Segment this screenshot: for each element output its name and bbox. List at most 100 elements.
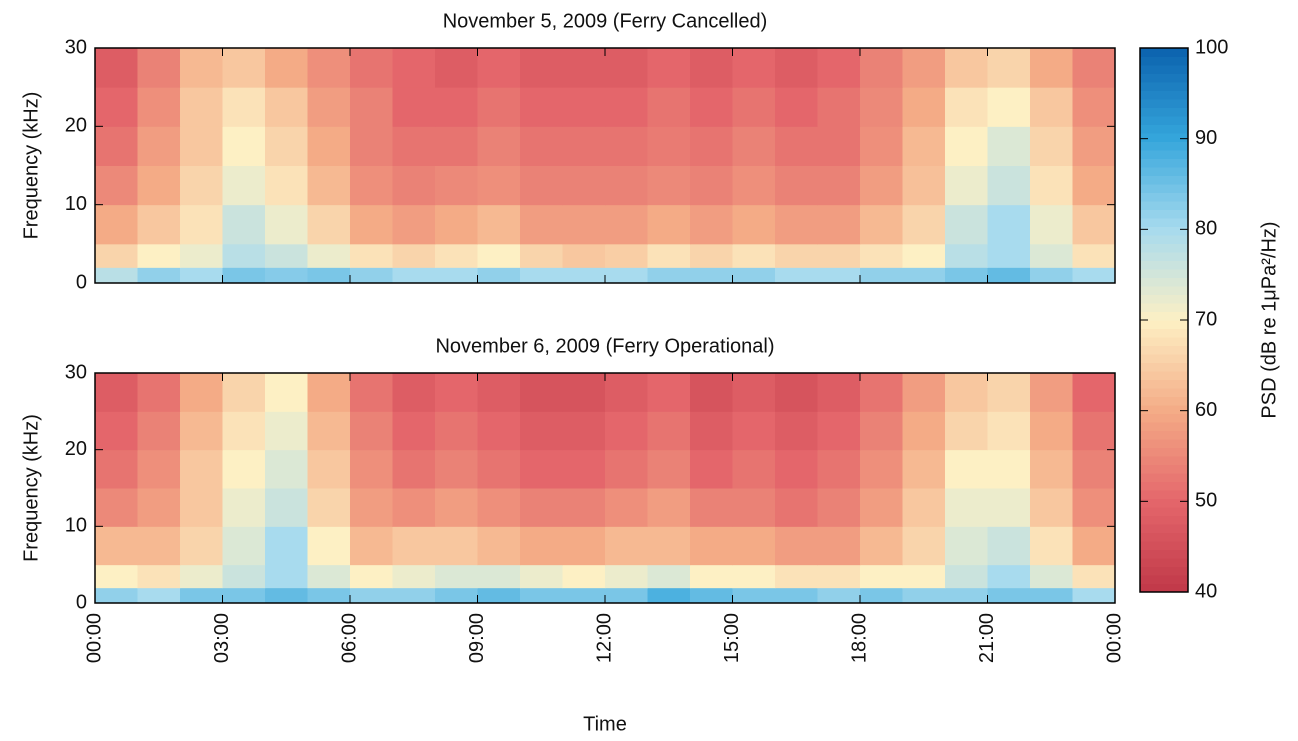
heat-cell (95, 87, 138, 127)
colorbar-band (1140, 252, 1188, 261)
heat-cell (222, 267, 266, 284)
heat-cell (307, 48, 351, 88)
heat-cell (562, 449, 606, 489)
heat-cell (647, 87, 691, 127)
x-tick-label: 03:00 (211, 613, 233, 663)
heat-cell (95, 564, 138, 589)
colorbar-band (1140, 498, 1188, 508)
heat-cell (95, 165, 138, 206)
colorbar-band (1140, 388, 1188, 397)
colorbar-tick-label: 80 (1195, 218, 1217, 240)
heat-cell (435, 267, 478, 284)
heat-cell (1072, 87, 1116, 127)
x-tick-label: 21:00 (976, 613, 998, 663)
heat-cell (987, 526, 1031, 566)
heat-cell (350, 449, 393, 489)
heat-cell (307, 449, 351, 489)
heat-cell (477, 526, 521, 566)
heat-cell (860, 204, 903, 245)
y-tick-label: 0 (76, 591, 87, 613)
heat-cell (307, 87, 351, 127)
heat-cell (902, 373, 946, 412)
y-tick-label: 30 (65, 36, 87, 58)
heat-cell (817, 165, 861, 206)
heat-cell (732, 373, 776, 412)
heat-cell (775, 48, 818, 88)
heat-cell (902, 243, 946, 268)
heat-cell (180, 587, 223, 604)
heat-cell (860, 411, 903, 451)
heat-cell (95, 243, 138, 268)
heat-cell (137, 587, 181, 604)
colorbar-band (1140, 260, 1188, 270)
heat-cell (1072, 204, 1116, 245)
heat-cell (987, 267, 1031, 284)
heat-cell (435, 564, 478, 589)
heat-cell (562, 126, 606, 166)
heat-cell (775, 564, 818, 589)
heat-cell (1030, 126, 1073, 166)
colorbar-band (1140, 90, 1188, 100)
heat-cell (690, 243, 733, 268)
colorbar-band (1140, 175, 1188, 185)
heat-cell (690, 267, 733, 284)
heat-cell (265, 587, 308, 604)
chart-title: November 6, 2009 (Ferry Operational) (435, 335, 774, 357)
heat-cell (350, 488, 393, 527)
heat-cell (392, 373, 436, 412)
heat-cell (775, 449, 818, 489)
x-tick-label: 00:00 (1103, 613, 1125, 663)
colorbar-band (1140, 541, 1188, 550)
colorbar-tick-label: 100 (1195, 36, 1228, 58)
x-tick-label: 09:00 (466, 613, 488, 663)
heat-cell (690, 587, 733, 604)
heat-cell (222, 411, 266, 451)
colorbar-band (1140, 405, 1188, 414)
heat-cell (350, 126, 393, 166)
heat-cell (222, 449, 266, 489)
colorbar-band (1140, 490, 1188, 499)
heat-cell (265, 411, 308, 451)
heat-cell (775, 165, 818, 206)
heat-cell (732, 267, 776, 284)
heat-cell (307, 165, 351, 206)
heat-cell (180, 48, 223, 88)
heat-cell (520, 48, 563, 88)
heat-cell (477, 373, 521, 412)
heat-cell (817, 243, 861, 268)
heat-cell (1072, 243, 1116, 268)
heat-cell (477, 267, 521, 284)
colorbar-band (1140, 243, 1188, 253)
colorbar-band (1140, 396, 1188, 406)
colorbar-band (1140, 439, 1188, 448)
heat-cell (265, 48, 308, 88)
colorbar-tick-label: 40 (1195, 580, 1217, 602)
heat-cell (137, 411, 181, 451)
colorbar-band (1140, 473, 1188, 482)
heat-cell (690, 526, 733, 566)
heat-cell (307, 373, 351, 412)
heat-cell (1030, 243, 1073, 268)
heat-cell (605, 87, 648, 127)
colorbar-band (1140, 481, 1188, 491)
heat-cell (945, 48, 988, 88)
heat-cell (137, 526, 181, 566)
heat-cell (945, 411, 988, 451)
heat-cell (562, 411, 606, 451)
heat-cell (137, 267, 181, 284)
heat-cell (1072, 488, 1116, 527)
colorbar-band (1140, 116, 1188, 125)
heat-cell (647, 488, 691, 527)
heat-cell (477, 411, 521, 451)
heat-cell (647, 587, 691, 604)
colorbar-band (1140, 583, 1188, 593)
heat-cell (180, 488, 223, 527)
heat-cell (562, 165, 606, 206)
heat-cell (350, 411, 393, 451)
colorbar-tick-label: 90 (1195, 127, 1217, 149)
heat-cell (307, 243, 351, 268)
y-axis-label: Frequency (kHz) (20, 414, 42, 562)
heat-cell (1072, 526, 1116, 566)
heat-cell (732, 165, 776, 206)
heat-cell (137, 564, 181, 589)
